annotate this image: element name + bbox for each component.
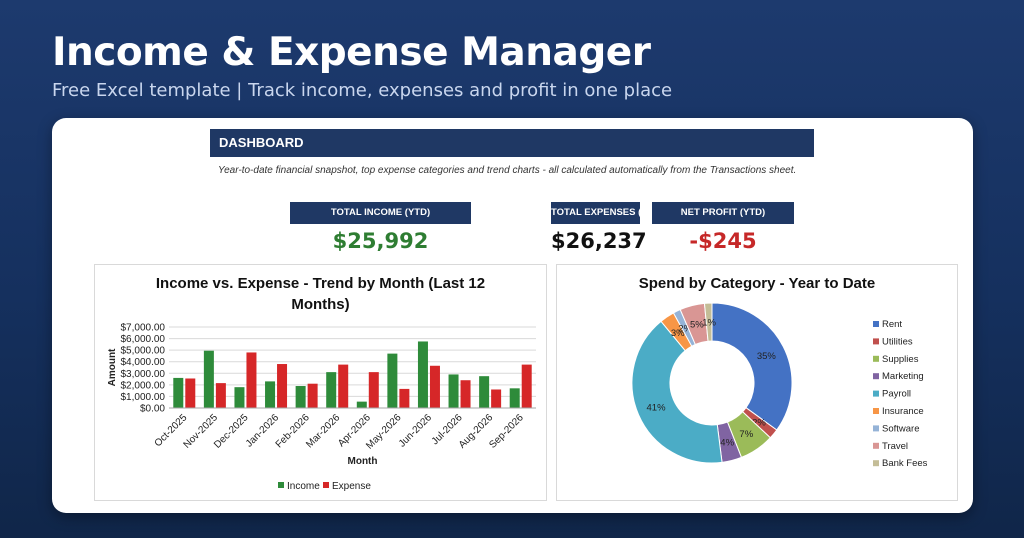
legend-swatch xyxy=(278,482,284,488)
expense-bar xyxy=(491,389,502,408)
kpi-profit-value: -$245 xyxy=(689,229,757,253)
expense-bar xyxy=(185,378,196,408)
legend-swatch xyxy=(873,321,879,327)
slice-rent xyxy=(711,302,793,431)
income-bar xyxy=(448,374,459,408)
kpi-expenses-value: $26,237 xyxy=(551,229,647,253)
x-tick-label: Dec-2025 xyxy=(212,412,251,451)
y-tick-label: $4,000.00 xyxy=(121,357,166,368)
legend-swatch xyxy=(873,355,879,362)
trend-chart-title: Income vs. Expense - Trend by Month (Las… xyxy=(155,275,486,313)
legend-swatch xyxy=(873,390,879,397)
slice-label: 3% xyxy=(671,328,685,339)
income-bar xyxy=(356,401,367,408)
income-bar xyxy=(387,353,398,408)
legend-swatch xyxy=(873,425,879,432)
expense-bar xyxy=(307,383,318,408)
x-tick-label: Mar-2026 xyxy=(304,412,342,450)
expense-bar xyxy=(368,372,379,408)
y-tick-label: $2,000.00 xyxy=(121,380,166,391)
x-axis-label: Month xyxy=(348,456,378,467)
expense-bar xyxy=(338,364,349,408)
legend-label: Supplies xyxy=(882,354,919,365)
expense-bar xyxy=(399,388,410,408)
legend-label: Bank Fees xyxy=(882,458,928,469)
page-title: Income & Expense Manager xyxy=(52,30,651,75)
slice-payroll xyxy=(631,320,723,464)
legend-swatch xyxy=(873,373,879,380)
legend-label: Travel xyxy=(882,441,908,452)
category-chart: Spend by Category - Year to Date 35% 2% 7%… xyxy=(556,264,958,501)
legend-label: Income xyxy=(287,481,320,492)
y-tick-label: $5,000.00 xyxy=(121,346,166,357)
page-subtitle: Free Excel template | Track income, expe… xyxy=(52,80,673,101)
legend-swatch xyxy=(323,482,329,488)
legend-label: Software xyxy=(882,423,920,434)
income-bar xyxy=(326,372,337,408)
income-bar xyxy=(295,386,306,408)
legend-label: Utilities xyxy=(882,336,913,347)
legend-label: Payroll xyxy=(882,389,911,400)
kpi-profit-label: NET PROFIT (YTD) xyxy=(652,202,794,224)
income-bar xyxy=(203,350,214,408)
x-tick-label: Jun-2026 xyxy=(397,412,435,450)
legend-label: Insurance xyxy=(882,406,924,417)
y-axis-label: Amount xyxy=(107,348,118,386)
dashboard-header: DASHBOARD xyxy=(210,129,814,157)
y-tick-label: $7,000.00 xyxy=(121,323,166,334)
slice-label: 4% xyxy=(720,438,734,449)
legend-label: Expense xyxy=(332,481,371,492)
y-tick-label: $6,000.00 xyxy=(121,334,166,345)
slice-label: 35% xyxy=(757,351,777,362)
category-chart-title: Spend by Category - Year to Date xyxy=(638,275,876,292)
legend-swatch xyxy=(873,338,879,345)
expense-bar xyxy=(429,365,440,408)
income-bar xyxy=(417,341,428,408)
category-chart-plot: 35%2%7%4%41%3%2%5%1% RentUtilitiesSupplie… xyxy=(631,302,928,469)
y-tick-label: $1,000.00 xyxy=(121,392,166,403)
expense-bar xyxy=(521,364,532,408)
slice-label: 2% xyxy=(678,324,692,335)
expense-bar xyxy=(246,352,257,408)
trend-chart-plot: $0.00$1,000.00$2,000.00$3,000.00$4,000.0… xyxy=(107,323,536,492)
y-tick-label: $3,000.00 xyxy=(121,369,166,380)
legend-swatch xyxy=(873,408,879,414)
legend-label: Rent xyxy=(882,319,902,330)
expense-bar xyxy=(215,383,226,408)
kpi-expenses-label: TOTAL EXPENSES (YTD) xyxy=(551,202,640,224)
expense-bar xyxy=(460,380,471,408)
dashboard-description: Year-to-date financial snapshot, top exp… xyxy=(218,165,797,176)
legend-label: Marketing xyxy=(882,371,924,382)
slice-label: 2% xyxy=(752,417,766,428)
slice-label: 7% xyxy=(739,429,753,440)
slice-bank-fees xyxy=(703,302,713,342)
trend-chart: Income vs. Expense - Trend by Month (Las… xyxy=(94,264,547,501)
kpi-income-label: TOTAL INCOME (YTD) xyxy=(290,202,471,224)
slice-label: 41% xyxy=(647,403,667,414)
income-bar xyxy=(265,381,276,408)
legend-swatch xyxy=(873,442,879,449)
income-bar xyxy=(173,377,184,408)
y-tick-label: $0.00 xyxy=(140,404,165,415)
x-tick-label: Sep-2026 xyxy=(487,412,526,451)
expense-bar xyxy=(277,364,288,408)
slice-label: 1% xyxy=(702,318,716,329)
income-bar xyxy=(479,376,490,408)
income-bar xyxy=(234,387,245,408)
income-bar xyxy=(509,388,520,408)
kpi-income-value: $25,992 xyxy=(332,229,429,253)
slice-label: 5% xyxy=(690,319,704,330)
dashboard-card: DASHBOARD Year-to-date financial snapsho… xyxy=(52,118,973,513)
legend-swatch xyxy=(873,460,879,467)
